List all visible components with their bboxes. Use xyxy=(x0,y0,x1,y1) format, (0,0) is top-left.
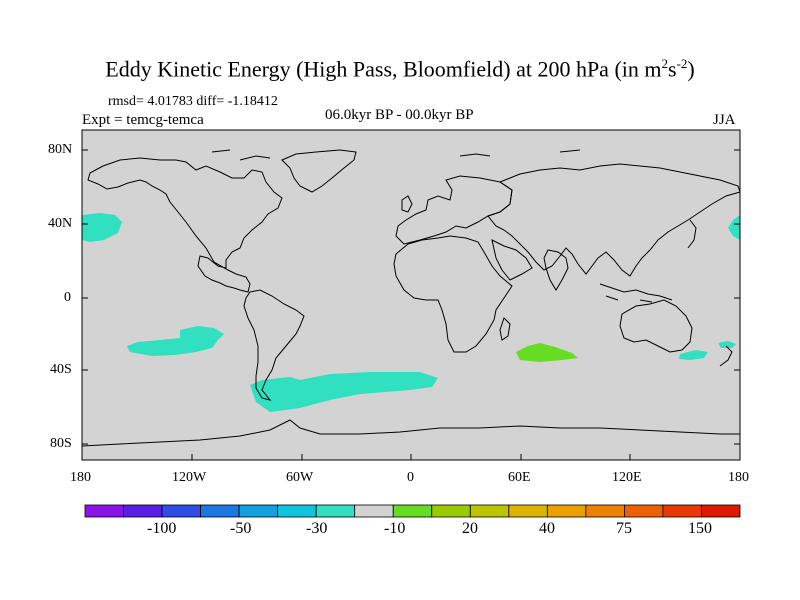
colorbar-box xyxy=(701,504,741,518)
coast-arabia xyxy=(491,239,533,281)
patch-south-of-nz xyxy=(718,341,736,348)
lat-label-80s: 80S xyxy=(50,436,72,451)
lon-label-180e: 180 xyxy=(728,470,749,485)
coastlines xyxy=(81,149,741,447)
coast-africa xyxy=(393,235,513,353)
coast-north-america xyxy=(87,157,283,293)
colorbar-label: 150 xyxy=(688,520,712,537)
difference-patches xyxy=(82,213,740,412)
period-label: 06.0kyr BP - 00.0kyr BP xyxy=(325,107,474,123)
colorbar-label: -100 xyxy=(147,520,177,537)
colorbar-box xyxy=(200,504,240,518)
axis-ticks xyxy=(81,149,741,460)
coast-europe xyxy=(395,175,513,245)
colorbar-label: 75 xyxy=(616,520,632,537)
coast-uk xyxy=(401,195,413,213)
coast-asia xyxy=(487,163,741,277)
colorbar-box xyxy=(161,504,201,518)
rmsd-diff-stats: rmsd= 4.01783 diff= -1.18412 xyxy=(108,94,278,109)
colorbar-box xyxy=(624,504,664,518)
colorbar-box xyxy=(277,504,317,518)
colorbar-label: -30 xyxy=(306,520,328,537)
map-title: Eddy Kinetic Energy (High Pass, Bloomfie… xyxy=(105,56,695,82)
coast-australia xyxy=(619,299,693,353)
colorbar-box xyxy=(662,504,702,518)
colorbar-box xyxy=(392,504,433,518)
lat-label-80n: 80N xyxy=(48,142,73,157)
experiment-label: Expt = temcg-temca xyxy=(82,112,204,128)
colorbar-box xyxy=(585,504,625,518)
colorbar-box xyxy=(431,504,471,518)
coast-south-america xyxy=(243,289,305,401)
lon-label-180w: 180 xyxy=(70,470,91,485)
lon-label-120w: 120W xyxy=(172,470,207,485)
colorbar-box xyxy=(469,504,510,518)
patch-indian-ocean xyxy=(516,343,578,362)
coast-madagascar xyxy=(499,317,511,341)
colorbar-label: 20 xyxy=(462,520,478,537)
colorbar-label: -50 xyxy=(230,520,252,537)
coast-india xyxy=(543,249,569,291)
coast-indonesia xyxy=(599,283,673,303)
colorbar-box xyxy=(123,504,163,518)
colorbar-box xyxy=(315,504,356,518)
lat-label-40s: 40S xyxy=(50,362,72,377)
patch-southern-ocean xyxy=(250,372,438,412)
season-label: JJA xyxy=(713,112,736,128)
lon-label-0: 0 xyxy=(407,470,414,485)
patch-north-pacific-west xyxy=(82,213,122,242)
colorbar-box xyxy=(238,504,279,518)
colorbar-label: -10 xyxy=(384,520,406,537)
coast-japan xyxy=(687,219,697,249)
coast-new-zealand xyxy=(719,345,733,367)
colorbar-box xyxy=(546,504,587,518)
colorbar-label: 40 xyxy=(539,520,555,537)
lon-label-60e: 60E xyxy=(508,470,531,485)
colorbar-box xyxy=(508,504,548,518)
lat-label-40n: 40N xyxy=(48,216,73,231)
colorbar-box xyxy=(354,504,394,518)
coast-arctic-islands xyxy=(211,149,581,161)
patch-north-pacific-east xyxy=(728,215,740,240)
patch-tasman-sea xyxy=(679,350,708,360)
coast-antarctica xyxy=(81,419,740,447)
lon-label-60w: 60W xyxy=(286,470,314,485)
lat-label-0: 0 xyxy=(64,290,71,305)
colorbar-box xyxy=(84,504,124,518)
coast-greenland xyxy=(281,149,357,193)
lon-label-120e: 120E xyxy=(612,470,642,485)
patch-south-pacific xyxy=(127,326,224,356)
